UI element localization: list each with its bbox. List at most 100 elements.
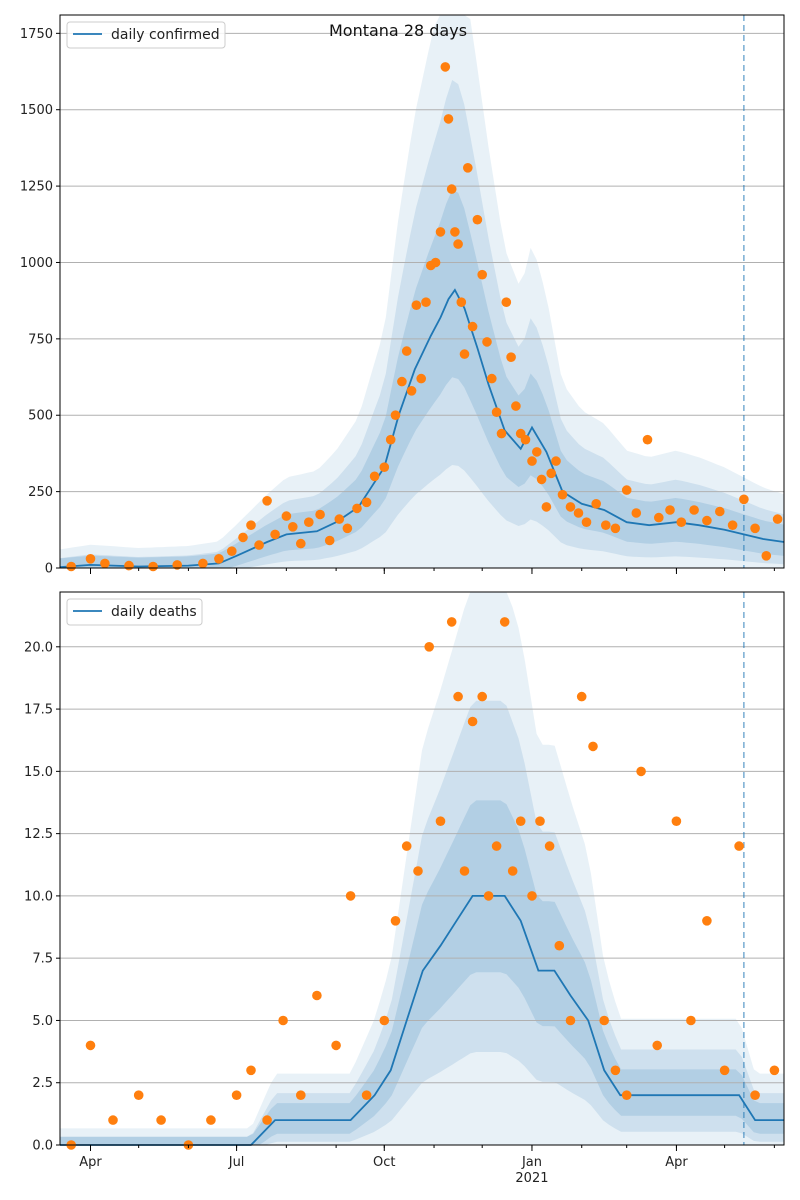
confirmed-observed-point [501,297,512,308]
deaths-observed-point [734,841,744,851]
deaths-observed-point [262,1115,272,1125]
confirmed-ytick-label: 1000 [20,256,53,271]
confirmed-observed-point [246,520,256,530]
deaths-observed-point [296,1090,306,1100]
deaths-xtick-label: Oct [373,1155,395,1170]
confirmed-observed-point [487,373,497,384]
confirmed-observed-point [443,114,454,124]
deaths-observed-point [621,1090,632,1100]
deaths-observed-point [491,841,502,851]
deaths-ytick-label: 2.5 [32,1076,53,1091]
confirmed-observed-point [642,434,653,445]
deaths-observed-point [499,617,510,627]
deaths-xtick-label: Jan [521,1155,542,1170]
deaths-observed-point [246,1065,256,1076]
confirmed-observed-point [254,540,264,550]
confirmed-gridlines [60,32,784,493]
confirmed-observed-point [601,520,611,530]
confirmed-observed-point [621,485,632,495]
confirmed-observed-point [472,214,483,225]
confirmed-ytick-label: 750 [28,332,53,347]
deaths-observed-point [483,891,494,901]
confirmed-observed-point [573,508,584,518]
deaths-observed-point [599,1015,609,1026]
confirmed-observed-point [288,522,298,532]
confirmed-observed-point [511,401,521,411]
deaths-ytick-label: 0.0 [32,1139,53,1154]
deaths-observed-point [671,816,682,826]
deaths-ytick-label: 5.0 [32,1014,53,1029]
deaths-observed-point [702,916,712,926]
confirmed-observed-point [198,558,208,569]
confirmed-observed-point [397,376,407,387]
deaths-observed-point [750,1090,760,1100]
confirmed-observed-point [482,337,492,347]
confirmed-observed-point [315,509,325,520]
confirmed-observed-point [591,499,601,509]
confirmed-ytick-label: 1750 [20,27,53,42]
confirmed-observed-point [496,428,507,439]
deaths-observed-point [686,1015,696,1026]
chart-title: Montana 28 days [329,21,467,40]
deaths-observed-point [345,891,356,901]
confirmed-y-axis: 0 250 500 750 1000 1250 1500 1750 [20,27,60,577]
deaths-observed-point [379,1015,390,1026]
deaths-median-line [60,895,784,1146]
deaths-xtick-label: Jul [228,1155,245,1170]
confirmed-observed-point [352,503,362,514]
confirmed-observed-point [214,554,224,564]
confirmed-observed-point [172,560,182,570]
deaths-observed-point [527,891,537,901]
confirmed-ytick-label: 500 [28,409,53,424]
deaths-observed-point [453,691,463,702]
deaths-xtick-label: Apr [79,1155,102,1170]
confirmed-observed-point [406,386,417,396]
confirmed-observed-point [270,529,280,540]
confirmed-observed-point [610,523,621,534]
deaths-observed-point [610,1065,621,1076]
confirmed-observed-point [361,497,372,508]
confirmed-observed-point [124,560,134,571]
deaths-observed-point [401,841,412,851]
deaths-observed-points [66,617,780,1150]
deaths-xtick-label: Apr [665,1155,688,1170]
confirmed-observed-point [491,407,502,418]
confirmed-band-inner-50- [60,15,784,568]
confirmed-observed-point [281,511,292,521]
confirmed-observed-point [369,471,380,482]
deaths-observed-point [535,816,545,826]
confirmed-observed-point [715,506,725,517]
confirmed-observed-point [665,505,675,515]
confirmed-ytick-label: 0 [45,562,53,577]
confirmed-band-middle-80- [60,80,784,568]
confirmed-observed-point [262,496,272,506]
deaths-gridlines [60,646,784,1084]
deaths-observed-point [413,866,423,876]
deaths-ytick-label: 10.0 [24,889,53,904]
deaths-panel: 0.0 2.5 5.0 7.5 10.0 12.5 15.0 17.5 20.0 Apr Jul O… [24,591,785,1186]
confirmed-observed-point [379,462,390,473]
deaths-observed-point [565,1015,576,1026]
confirmed-observed-point [435,227,446,237]
confirmed-observed-point [148,561,158,572]
confirmed-observed-point [532,447,542,457]
confirmed-observed-point [477,269,488,280]
confirmed-observed-point [416,373,427,384]
deaths-band-middle-80- [60,700,784,1145]
deaths-observed-point [361,1090,372,1100]
confirmed-observed-point [536,474,547,485]
confirmed-observed-point [459,349,470,359]
deaths-observed-point [459,866,470,876]
confirmed-observed-point [551,456,561,466]
deaths-observed-point [278,1015,288,1026]
confirmed-observed-point [324,535,335,546]
deaths-observed-point [206,1115,216,1125]
confirmed-observed-point [581,517,592,527]
confirmed-observed-point [527,456,537,466]
confirmed-observed-point [761,551,772,561]
deaths-observed-point [588,741,598,752]
confirmed-observed-point [450,227,460,237]
deaths-axes-frame [59,591,785,1146]
confirmed-legend-label: daily confirmed [111,27,220,43]
